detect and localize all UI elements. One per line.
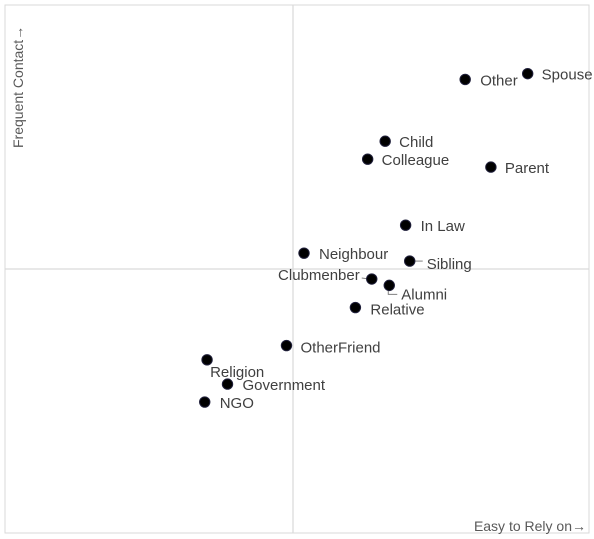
data-point-neighbour bbox=[298, 247, 310, 259]
leader-line-alumni bbox=[387, 289, 398, 295]
point-label-child: Child bbox=[399, 134, 433, 151]
data-point-ngo bbox=[199, 396, 211, 408]
x-axis-title: Easy to Rely on→ bbox=[474, 518, 586, 534]
point-label-parent: Parent bbox=[505, 160, 550, 177]
y-axis-title: Frequent Contact→ bbox=[10, 26, 26, 148]
data-point-clubmenber bbox=[366, 273, 378, 285]
point-label-colleague: Colleague bbox=[382, 152, 450, 169]
point-label-in-law: In Law bbox=[421, 218, 465, 235]
point-label-ngo: NGO bbox=[220, 395, 254, 412]
data-point-child bbox=[379, 135, 391, 147]
point-label-neighbour: Neighbour bbox=[319, 246, 388, 263]
point-label-otherfriend: OtherFriend bbox=[300, 340, 380, 357]
point-label-alumni: Alumni bbox=[401, 286, 447, 303]
data-point-other bbox=[459, 73, 471, 86]
data-point-sibling bbox=[404, 255, 416, 267]
data-point-parent bbox=[485, 161, 497, 173]
data-point-spouse bbox=[521, 67, 534, 80]
point-label-relative: Relative bbox=[370, 302, 424, 319]
point-label-clubmenber: Clubmenber bbox=[278, 267, 360, 284]
data-point-otherfriend bbox=[280, 339, 293, 352]
point-label-other: Other bbox=[480, 72, 518, 89]
point-label-sibling: Sibling bbox=[427, 256, 472, 273]
point-label-spouse: Spouse bbox=[542, 67, 593, 84]
point-label-religion: Religion bbox=[210, 364, 264, 381]
data-point-relative bbox=[349, 301, 362, 314]
point-label-government: Government bbox=[243, 377, 326, 394]
data-point-alumni bbox=[383, 279, 395, 292]
data-point-government bbox=[221, 378, 234, 390]
data-point-religion bbox=[201, 354, 213, 366]
data-point-colleague bbox=[361, 153, 374, 165]
data-point-in-law bbox=[399, 219, 412, 231]
